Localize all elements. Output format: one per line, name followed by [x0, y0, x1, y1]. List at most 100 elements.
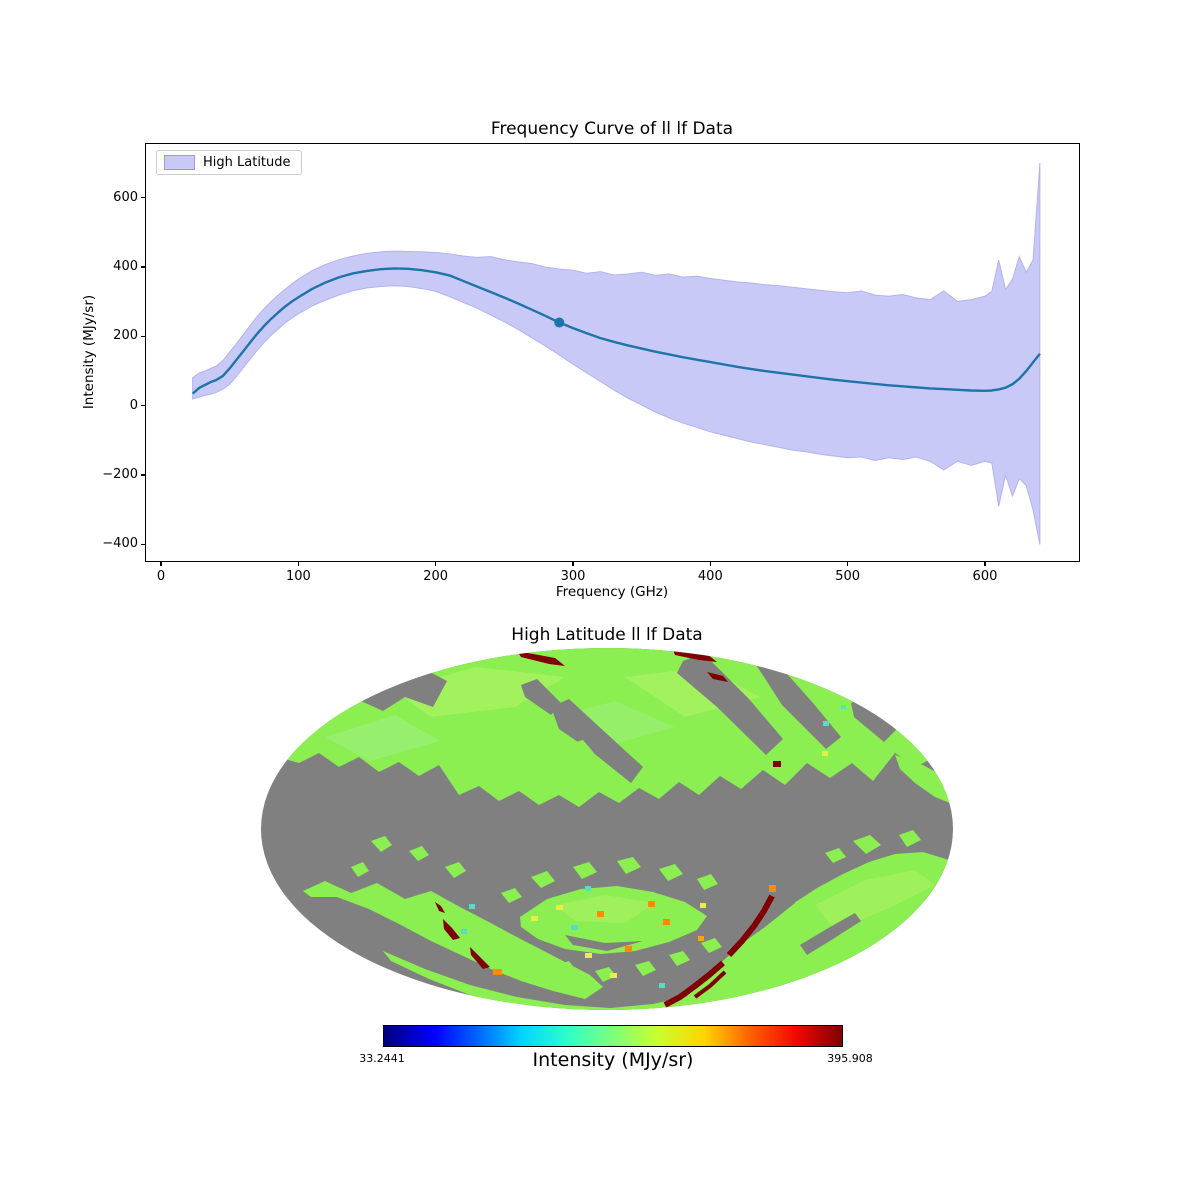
map-region — [573, 862, 597, 879]
map-region — [648, 901, 655, 907]
map-region — [625, 946, 632, 952]
map-region — [409, 846, 429, 861]
y-axis-label: Intensity (MJy/sr) — [81, 294, 97, 410]
map-region — [830, 675, 838, 680]
x-tick-label: 300 — [560, 569, 586, 584]
y-tick-mark — [141, 335, 145, 337]
y-tick-label: 0 — [129, 397, 138, 413]
map-region — [673, 650, 717, 662]
map-region — [435, 902, 445, 913]
map-region — [517, 952, 538, 967]
x-tick-mark — [297, 562, 299, 566]
map-region — [470, 947, 490, 969]
x-tick-label: 500 — [835, 569, 861, 584]
map-region — [663, 919, 670, 925]
plot-frame — [145, 143, 1080, 562]
map-region — [556, 905, 563, 910]
map-region — [822, 751, 828, 756]
confidence-band — [192, 163, 1041, 545]
y-tick-mark — [141, 197, 145, 199]
map-region — [531, 871, 555, 888]
map-region — [461, 929, 467, 934]
map-region — [443, 919, 460, 940]
map-region — [371, 836, 392, 852]
map-region — [325, 715, 440, 761]
map-region — [617, 857, 641, 874]
map-region — [597, 911, 604, 917]
legend: High Latitude — [156, 150, 302, 175]
x-tick-label: 100 — [285, 569, 311, 584]
x-tick-label: 400 — [697, 569, 723, 584]
map-region — [677, 653, 783, 755]
map-region — [773, 761, 781, 767]
map-region — [585, 953, 592, 958]
map-region — [815, 648, 860, 675]
map-region — [445, 862, 466, 878]
map-region — [823, 721, 829, 726]
map-region — [701, 938, 722, 953]
mollweide-sky-map — [261, 648, 953, 1010]
map-region — [695, 761, 713, 777]
y-tick-label: −400 — [102, 536, 138, 552]
map-region — [669, 951, 690, 966]
map-region — [697, 874, 718, 890]
legend-label: High Latitude — [203, 155, 291, 170]
colorbar-title: Intensity (MJy/sr) — [532, 1049, 694, 1071]
colorbar — [383, 1025, 843, 1047]
y-tick-label: −200 — [102, 467, 138, 483]
colorbar-max-label: 395.908 — [827, 1052, 873, 1065]
mean-intensity-line — [191, 267, 1041, 395]
x-tick-mark — [435, 562, 437, 566]
map-region — [555, 961, 576, 976]
y-tick-mark — [141, 543, 145, 545]
map-region — [555, 895, 655, 923]
map-region — [853, 835, 881, 854]
map-region — [769, 885, 776, 892]
x-tick-mark — [984, 562, 986, 566]
map-region — [531, 916, 538, 921]
map-region — [726, 894, 775, 958]
map-region — [521, 679, 561, 715]
x-axis-label: Frequency (GHz) — [555, 584, 669, 600]
x-tick-label: 0 — [156, 569, 166, 584]
y-tick-label: 200 — [113, 328, 138, 344]
map-region — [895, 755, 953, 805]
map-region — [571, 925, 578, 930]
map-region — [663, 960, 725, 1008]
x-tick-mark — [847, 562, 849, 566]
map-region — [800, 913, 861, 955]
colorbar-min-label: 33.2441 — [359, 1052, 405, 1065]
map-region — [815, 870, 935, 930]
y-tick-label: 400 — [113, 259, 138, 275]
map-region — [517, 651, 565, 666]
map-title: High Latitude ll lf Data — [511, 625, 703, 645]
map-region — [899, 830, 921, 847]
y-tick-mark — [141, 405, 145, 407]
map-region — [555, 701, 675, 747]
x-tick-mark — [572, 562, 574, 566]
map-region — [585, 886, 591, 891]
x-tick-mark — [160, 562, 162, 566]
map-region — [473, 728, 496, 748]
map-region — [565, 740, 594, 764]
map-region — [755, 657, 841, 749]
y-tick-mark — [141, 266, 145, 268]
map-region — [700, 903, 706, 908]
map-region — [565, 935, 643, 951]
map-region — [595, 967, 616, 982]
map-region — [655, 743, 688, 768]
map-region — [469, 904, 475, 909]
map-region — [841, 705, 846, 709]
x-tick-label: 200 — [423, 569, 449, 584]
map-region — [693, 970, 727, 999]
y-tick-label: 600 — [113, 189, 138, 205]
frequency-curve-plot — [191, 163, 1041, 545]
x-tick-mark — [709, 562, 711, 566]
map-region — [551, 699, 643, 783]
legend-band-swatch — [164, 155, 195, 170]
map-region — [659, 983, 665, 988]
map-region — [610, 973, 617, 978]
map-region — [483, 940, 504, 955]
map-region — [698, 936, 704, 941]
